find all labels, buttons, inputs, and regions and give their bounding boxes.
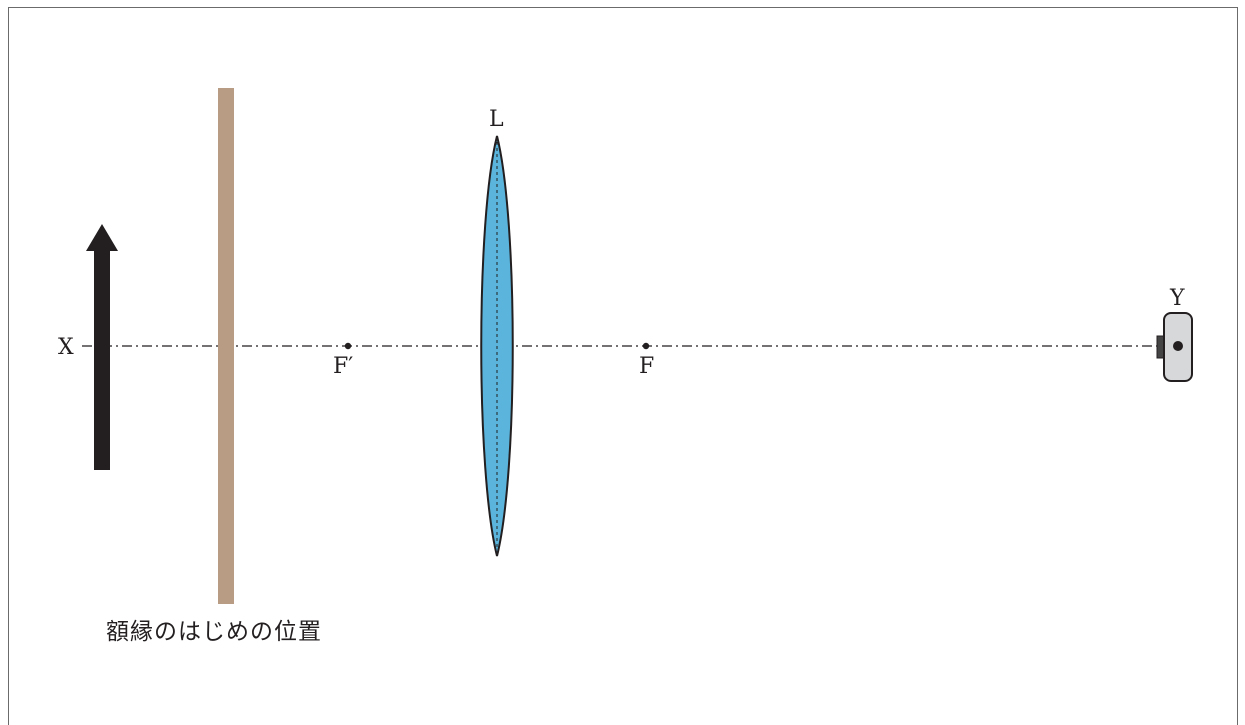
focal-point-right — [642, 342, 650, 350]
object-arrow-icon — [86, 224, 118, 470]
focal-left-label: F′ — [333, 354, 353, 379]
camera-icon — [1156, 312, 1193, 382]
object-label: X — [58, 335, 74, 360]
picture-frame-bar — [218, 88, 234, 604]
frame-start-caption: 額縁のはじめの位置 — [106, 619, 322, 645]
focal-right-label: F — [639, 354, 654, 379]
convex-lens — [480, 135, 514, 557]
focal-point-left — [344, 342, 352, 350]
camera-label: Y — [1169, 286, 1185, 311]
diagram-border — [8, 7, 1238, 725]
lens-label: L — [489, 107, 504, 132]
